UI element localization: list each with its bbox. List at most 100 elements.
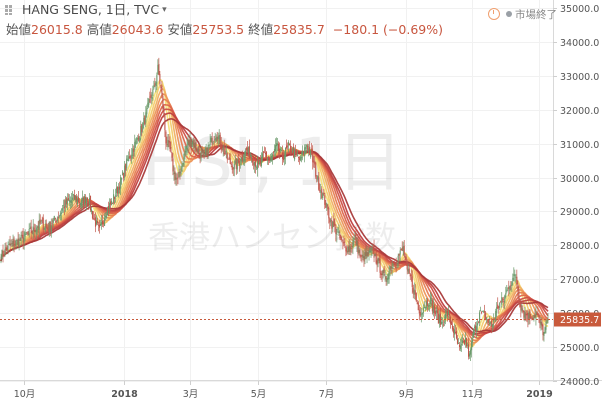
candle-body xyxy=(151,97,153,99)
candle-body xyxy=(447,312,450,315)
y-tick-label: 34000.0 xyxy=(560,38,599,49)
candle-body xyxy=(522,310,524,312)
candle-body xyxy=(461,340,464,344)
candle-body xyxy=(418,309,420,314)
candle-body xyxy=(22,234,24,243)
candle-body xyxy=(441,322,443,324)
candle-body xyxy=(178,171,180,177)
candle-body xyxy=(332,221,334,228)
x-tick-label: 3月 xyxy=(183,389,199,400)
candle-body xyxy=(85,198,88,206)
candle-body xyxy=(485,312,487,320)
candle-body xyxy=(249,155,251,157)
candle-body xyxy=(423,306,425,309)
candle-body xyxy=(210,137,212,142)
candle-body xyxy=(530,317,532,319)
candle-body xyxy=(19,239,21,241)
candle-body xyxy=(139,137,141,143)
candle-body xyxy=(409,274,411,277)
candle-body xyxy=(152,89,154,97)
candle-body xyxy=(314,161,316,165)
candle-body xyxy=(352,240,354,249)
candle-body xyxy=(428,305,430,306)
candle-body xyxy=(88,198,91,204)
candle-body xyxy=(421,312,423,315)
candle-body xyxy=(221,148,223,151)
candle-body xyxy=(70,200,72,204)
price-axis[interactable]: 24000.025000.026000.027000.028000.029000… xyxy=(553,4,599,388)
candle-body xyxy=(215,137,217,141)
candle-body xyxy=(5,247,7,250)
candle-body xyxy=(252,163,254,165)
candle-body xyxy=(34,230,36,233)
candle-body xyxy=(523,310,525,318)
candle-body xyxy=(528,312,530,319)
ma-line xyxy=(0,118,549,333)
candle-body xyxy=(222,147,224,150)
candle-body xyxy=(403,245,405,256)
candle-body xyxy=(230,163,232,165)
candle-body xyxy=(268,158,271,160)
candle-body xyxy=(453,329,456,335)
candle-body xyxy=(407,269,409,272)
candle-body xyxy=(188,140,190,146)
candle-body xyxy=(13,238,15,247)
candle-body xyxy=(84,197,87,204)
candle-body xyxy=(429,298,431,304)
candle-body xyxy=(140,126,142,136)
candle-body xyxy=(293,146,295,157)
candle-body xyxy=(526,313,528,316)
candle-body xyxy=(425,301,427,309)
low-label: 安値 xyxy=(167,22,193,37)
symbol-selector[interactable]: HANG SENG, 1日, TVC ▾ xyxy=(4,2,167,18)
candle-body xyxy=(457,343,460,344)
candle-body xyxy=(147,102,149,108)
candle-body xyxy=(392,263,394,265)
candle-body xyxy=(502,299,504,301)
candle-body xyxy=(335,226,337,235)
candle-body xyxy=(543,332,545,337)
candle-body xyxy=(204,152,206,155)
time-axis[interactable]: 10月 2018 3月 5月 7月 9月 11月 2019 xyxy=(14,381,553,400)
candle-body xyxy=(387,277,389,281)
candle-body xyxy=(306,144,308,147)
candle-body xyxy=(184,151,186,154)
candle-body xyxy=(205,147,207,153)
candle-body xyxy=(349,246,351,253)
symbol-header[interactable]: HANG SENG, 1日, TVC ▾ xyxy=(4,2,167,20)
candle-body xyxy=(148,98,150,105)
candle-body xyxy=(473,330,475,338)
candle-body xyxy=(91,210,94,219)
candle-body xyxy=(193,139,195,147)
candle-body xyxy=(382,269,384,276)
candle-body xyxy=(83,196,86,204)
candle-body xyxy=(192,141,194,144)
candle-body xyxy=(107,207,109,216)
candle-body xyxy=(323,192,325,195)
candle-body xyxy=(309,146,311,156)
candle-body xyxy=(209,141,211,146)
market-status[interactable]: 市場終了 xyxy=(488,7,557,22)
candle-body xyxy=(542,324,544,336)
candle-body xyxy=(460,344,463,346)
candle-body xyxy=(20,234,22,242)
candle-body xyxy=(67,198,69,201)
candle-body xyxy=(156,75,158,84)
candle-body xyxy=(310,150,312,158)
candle-body xyxy=(146,108,148,115)
candle-body xyxy=(308,148,310,152)
candle-body xyxy=(144,115,146,125)
candle-body xyxy=(80,199,82,206)
candle-body xyxy=(183,153,185,166)
candle-body xyxy=(515,277,517,278)
candle-body xyxy=(177,177,179,179)
x-tick-label: 2018 xyxy=(111,389,138,400)
candle-body xyxy=(224,153,226,155)
candle-body xyxy=(511,282,513,286)
candle-body xyxy=(336,233,338,236)
candle-body xyxy=(346,250,348,253)
candle-body xyxy=(452,328,455,333)
candle-body xyxy=(74,195,76,201)
